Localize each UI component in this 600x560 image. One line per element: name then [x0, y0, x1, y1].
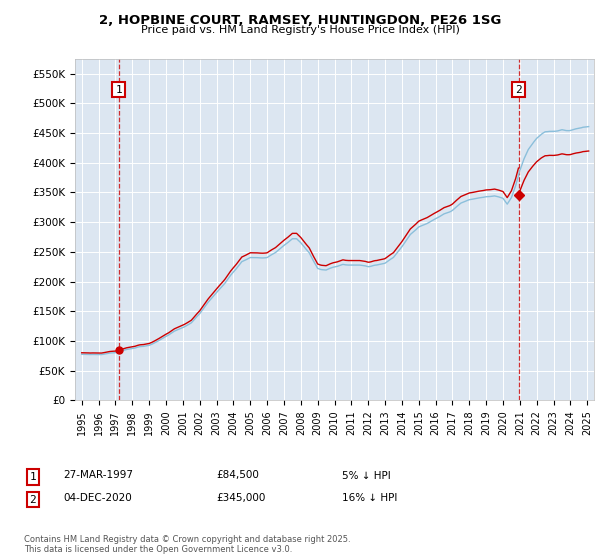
Text: 5% ↓ HPI: 5% ↓ HPI	[342, 470, 391, 480]
Text: 27-MAR-1997: 27-MAR-1997	[63, 470, 133, 480]
Text: 16% ↓ HPI: 16% ↓ HPI	[342, 493, 397, 503]
Text: 1: 1	[115, 85, 122, 95]
Text: £345,000: £345,000	[216, 493, 265, 503]
Text: £84,500: £84,500	[216, 470, 259, 480]
Text: 2: 2	[515, 85, 522, 95]
Text: Price paid vs. HM Land Registry's House Price Index (HPI): Price paid vs. HM Land Registry's House …	[140, 25, 460, 35]
Text: 2, HOPBINE COURT, RAMSEY, HUNTINGDON, PE26 1SG: 2, HOPBINE COURT, RAMSEY, HUNTINGDON, PE…	[99, 14, 501, 27]
Text: Contains HM Land Registry data © Crown copyright and database right 2025.
This d: Contains HM Land Registry data © Crown c…	[24, 535, 350, 554]
Text: 04-DEC-2020: 04-DEC-2020	[63, 493, 132, 503]
Text: 2: 2	[29, 494, 37, 505]
Text: 1: 1	[29, 472, 37, 482]
